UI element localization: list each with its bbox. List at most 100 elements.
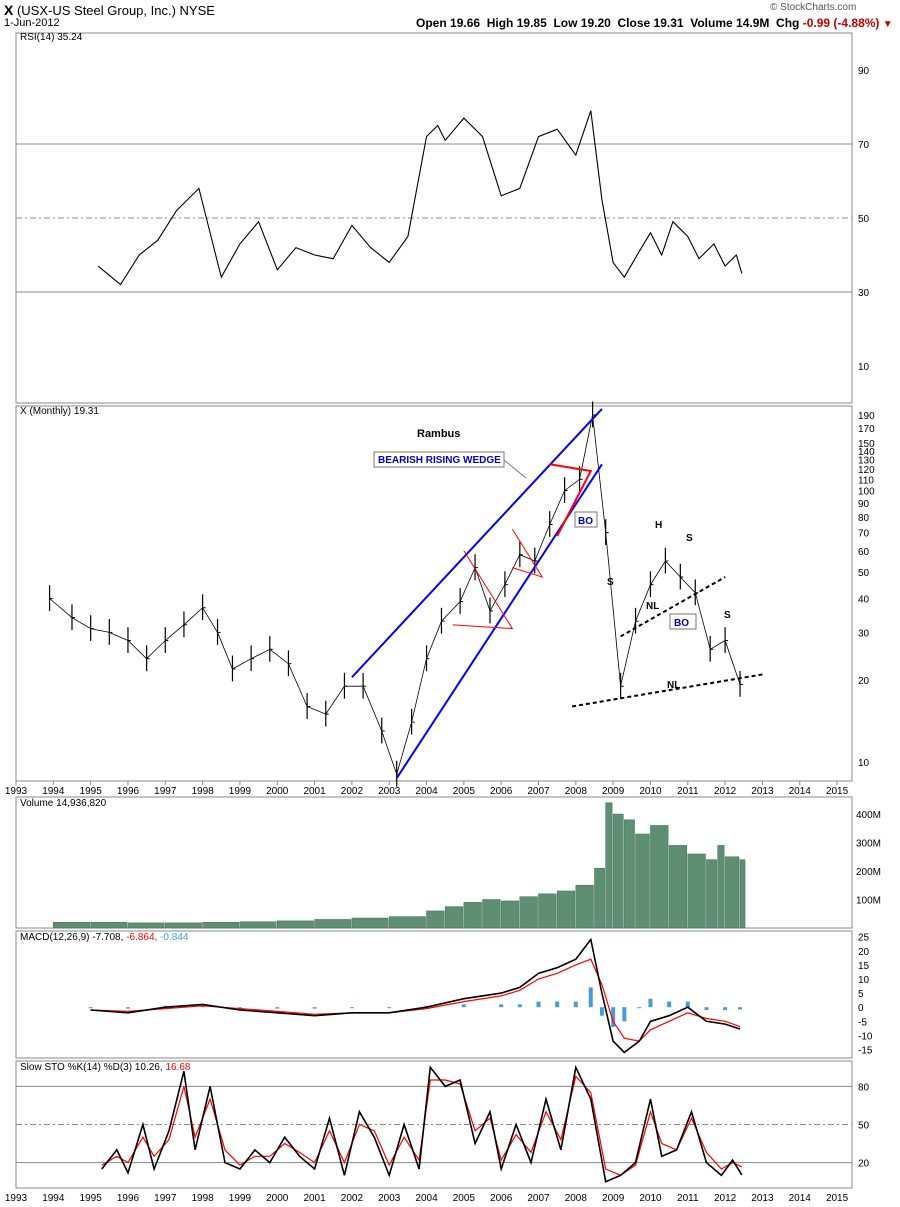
macd-value: -7.708, (92, 932, 126, 943)
wedge-lower-trendline (395, 463, 603, 779)
annotation-s-right: S (686, 533, 693, 544)
year-tick-label: 2007 (527, 786, 550, 797)
macd-histogram-bar (555, 1001, 560, 1008)
volume-bar (202, 922, 240, 929)
year-tick-label: 1999 (229, 786, 252, 797)
bottom-year-tick-label: 1996 (117, 1193, 140, 1204)
macd-histogram-bar (704, 1007, 709, 1011)
macd-tick-label: -10 (858, 1031, 873, 1042)
year-tick-label: 2015 (826, 786, 849, 797)
price-panel-frame (15, 405, 853, 782)
volume-bar (706, 859, 717, 929)
macd-histogram-bar (622, 1007, 627, 1022)
macd-histogram-bar (237, 1007, 242, 1009)
volume-title: Volume 14,936,820 (20, 798, 107, 809)
macd-histogram-bar (387, 1007, 392, 1009)
volume-bar (594, 867, 605, 929)
volume-bar (314, 919, 352, 929)
volume-bar (53, 922, 90, 929)
price-tick-label: 110 (858, 475, 874, 486)
bottom-year-tick-label: 2005 (453, 1193, 476, 1204)
annotation-s-2012: S (724, 610, 731, 621)
volume-bar (538, 893, 557, 929)
neckline-upper (620, 576, 726, 638)
price-line (49, 414, 741, 776)
year-tick-label: 2004 (415, 786, 438, 797)
macd-line (90, 937, 741, 1054)
rsi-title: RSI(14) 35.24 (20, 32, 83, 43)
volume-tick-label: 100M (856, 896, 881, 907)
annotation-head: H (655, 520, 662, 531)
volume-bar (739, 859, 746, 929)
year-tick-label: 2014 (789, 786, 812, 797)
volume-tick-label: 400M (856, 810, 881, 821)
rsi-tick-label: 50 (858, 214, 870, 225)
volume-bar (635, 833, 650, 929)
volume-bar (605, 802, 613, 929)
macd-histogram-bar (667, 1001, 672, 1008)
sto-tick-label: 80 (858, 1082, 870, 1093)
bottom-year-tick-label: 1995 (80, 1193, 103, 1204)
year-tick-label: 2010 (639, 786, 662, 797)
price-title: X (Monthly) 19.31 (20, 406, 99, 417)
volume-tick-label: 200M (856, 867, 881, 878)
volume-bar (650, 825, 669, 929)
change-label: Chg (776, 16, 800, 30)
volume-value: 14.9M (736, 16, 770, 30)
annotation-wedge-label: BEARISH RISING WEDGE (378, 455, 501, 466)
bo2-label-box (669, 613, 697, 630)
macd-title: MACD(12,26,9) -7.708, -6.864, -0.844 (20, 932, 189, 943)
volume-bar (165, 922, 202, 929)
bottom-year-tick-label: 2015 (826, 1193, 849, 1204)
year-tick-label: 1994 (42, 786, 65, 797)
bottom-year-tick-label: 2011 (677, 1193, 699, 1204)
price-tick-label: 50 (858, 568, 870, 579)
year-tick-label: 2009 (602, 786, 625, 797)
bottom-year-tick-label: 2006 (490, 1193, 513, 1204)
low-value: 19.20 (580, 16, 611, 30)
company-name: (USX-US Steel Group, Inc.) (16, 3, 176, 18)
volume-bar (556, 890, 576, 929)
red-triangle-2006 (511, 529, 544, 578)
year-tick-label: 2005 (453, 786, 476, 797)
red-triangle-2005 (452, 550, 514, 630)
watermark: © StockCharts.com (770, 2, 857, 13)
macd-histogram-bar (275, 1007, 280, 1009)
annotation-s-left: S (607, 577, 614, 588)
year-tick-label: 2002 (341, 786, 364, 797)
macd-histogram-bar (648, 998, 653, 1008)
volume-bar (444, 906, 464, 929)
close-label: Close (617, 16, 651, 30)
year-tick-label: 2000 (266, 786, 289, 797)
volume-bar (500, 900, 520, 929)
wedge-label-box (373, 451, 505, 468)
bottom-year-tick-label: 2002 (341, 1193, 364, 1204)
volume-bar (388, 916, 426, 929)
year-tick-label: 1996 (117, 786, 140, 797)
volume-tick-label: 300M (856, 839, 881, 850)
annotation-bo-2: BO (674, 618, 689, 629)
volume-bar (463, 902, 482, 929)
macd-tick-label: 20 (858, 947, 870, 958)
volume-bar (127, 922, 165, 929)
volume-bar (624, 819, 635, 929)
price-tick-label: 170 (858, 424, 875, 435)
annotation-rambus: Rambus (417, 428, 460, 440)
low-label: Low (553, 16, 578, 30)
volume-bar (687, 853, 706, 929)
bottom-year-tick-label: 2008 (565, 1193, 588, 1204)
annotation-neckline-2: NL (667, 680, 680, 691)
volume-bar (612, 813, 624, 929)
macd-histogram-bar (349, 1007, 354, 1009)
open-value: 19.66 (450, 16, 481, 30)
bottom-year-tick-label: 2010 (639, 1193, 662, 1204)
volume-bar (519, 896, 538, 929)
year-tick-label: 2008 (565, 786, 588, 797)
volume-bar (575, 885, 594, 929)
macd-histogram-bar (723, 1007, 728, 1011)
wedge-upper-trendline (351, 408, 603, 678)
macd-histogram-bar (88, 1007, 93, 1009)
signal-value: -6.864, (126, 932, 160, 943)
bottom-year-tick-label: 1994 (42, 1193, 65, 1204)
